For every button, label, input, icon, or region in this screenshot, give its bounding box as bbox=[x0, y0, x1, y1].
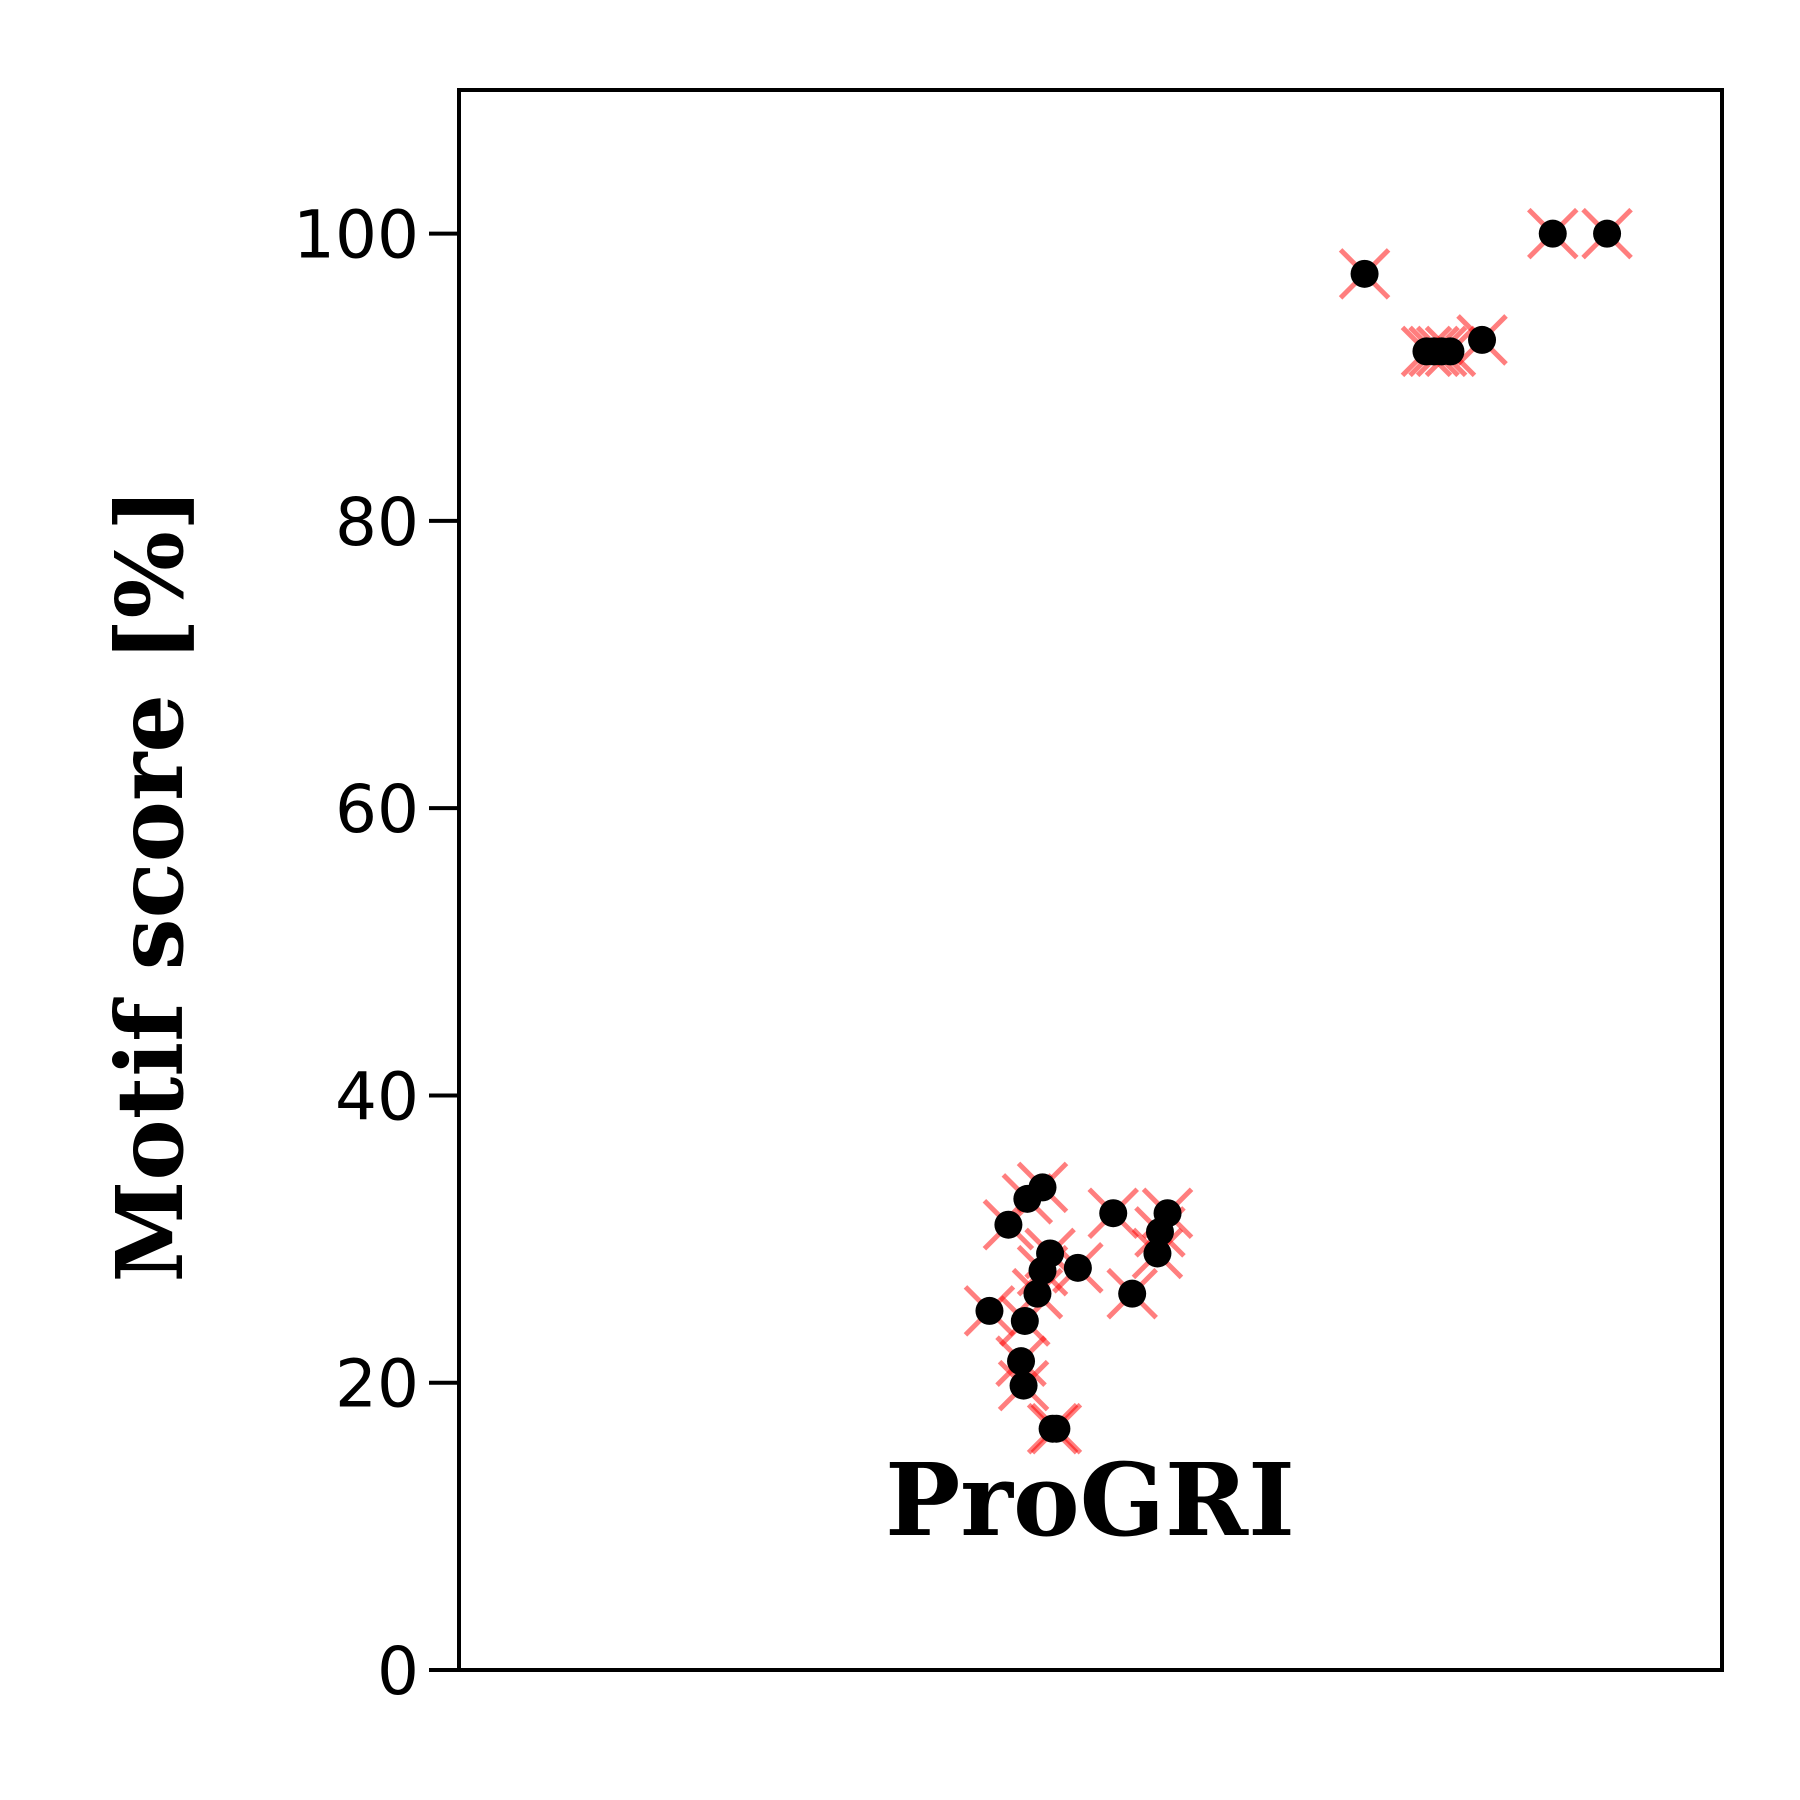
data-point bbox=[1028, 1173, 1057, 1202]
y-tick-label: 0 bbox=[377, 1633, 419, 1710]
data-point bbox=[1350, 259, 1379, 288]
y-axis-ticks: 0 20 40 60 80 100 bbox=[293, 197, 459, 1710]
data-point bbox=[1593, 219, 1622, 248]
plot-area-frame bbox=[457, 88, 1724, 1672]
data-point bbox=[975, 1296, 1004, 1325]
data-point bbox=[1009, 1371, 1038, 1400]
chart-annotation: ProGRI bbox=[885, 1441, 1295, 1559]
data-point bbox=[1538, 219, 1567, 248]
data-point bbox=[1143, 1239, 1172, 1268]
data-point bbox=[1007, 1347, 1036, 1376]
y-tick-label: 20 bbox=[335, 1346, 419, 1423]
data-point bbox=[1436, 337, 1465, 366]
y-tick-label: 100 bbox=[293, 197, 419, 274]
data-point bbox=[1099, 1199, 1128, 1228]
y-axis-label: Motif score [%] bbox=[96, 488, 204, 1283]
data-point bbox=[1063, 1253, 1092, 1282]
y-tick-label: 60 bbox=[335, 771, 419, 848]
data-point bbox=[1010, 1306, 1039, 1335]
data-point bbox=[1468, 325, 1497, 354]
data-point bbox=[1036, 1239, 1065, 1268]
data-point bbox=[1118, 1279, 1147, 1308]
data-points bbox=[963, 207, 1633, 1455]
data-point bbox=[1023, 1279, 1052, 1308]
data-point bbox=[994, 1210, 1023, 1239]
y-tick-label: 40 bbox=[335, 1058, 419, 1135]
data-point bbox=[1042, 1414, 1071, 1443]
data-point bbox=[1153, 1199, 1182, 1228]
y-tick-label: 80 bbox=[335, 484, 419, 561]
